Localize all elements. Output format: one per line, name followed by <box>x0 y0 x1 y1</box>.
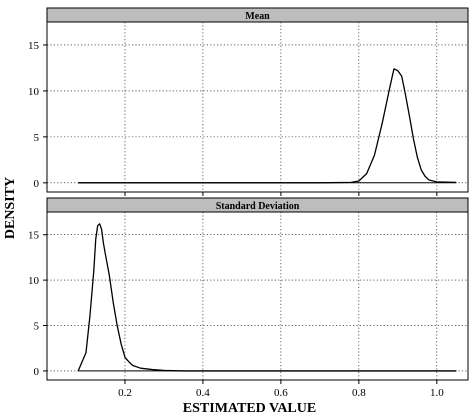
panel-2-y-tick-label: 10 <box>28 275 40 287</box>
panel-2-density-line <box>77 223 457 372</box>
x-tick-label: 0.6 <box>274 387 288 399</box>
x-tick-label: 1.0 <box>430 387 444 399</box>
panel-2-frame <box>46 211 469 381</box>
panel-1-y-tick-label: 15 <box>28 40 40 52</box>
x-tick-label: 0.4 <box>196 387 210 399</box>
panel-1-y-tick-label: 5 <box>34 132 40 144</box>
panel-1-density-line <box>78 68 457 184</box>
panel-1-strip-label: Mean <box>245 11 270 22</box>
x-tick-label: 0.8 <box>352 387 366 399</box>
panel-1-y-tick-label: 10 <box>28 86 40 98</box>
panel-1-frame <box>46 21 469 193</box>
x-axis-title: ESTIMATED VALUE <box>183 401 316 416</box>
panel-1-y-tick-label: 0 <box>34 178 40 190</box>
panel-2-y-tick-label: 0 <box>34 366 40 378</box>
x-tick-label: 0.2 <box>118 387 132 399</box>
y-axis-title: DENSITY <box>3 177 18 239</box>
panel-2-strip-label: Standard Deviation <box>216 201 300 212</box>
panel-2-y-tick-label: 15 <box>28 230 40 242</box>
panel-2-y-tick-label: 5 <box>34 321 40 333</box>
